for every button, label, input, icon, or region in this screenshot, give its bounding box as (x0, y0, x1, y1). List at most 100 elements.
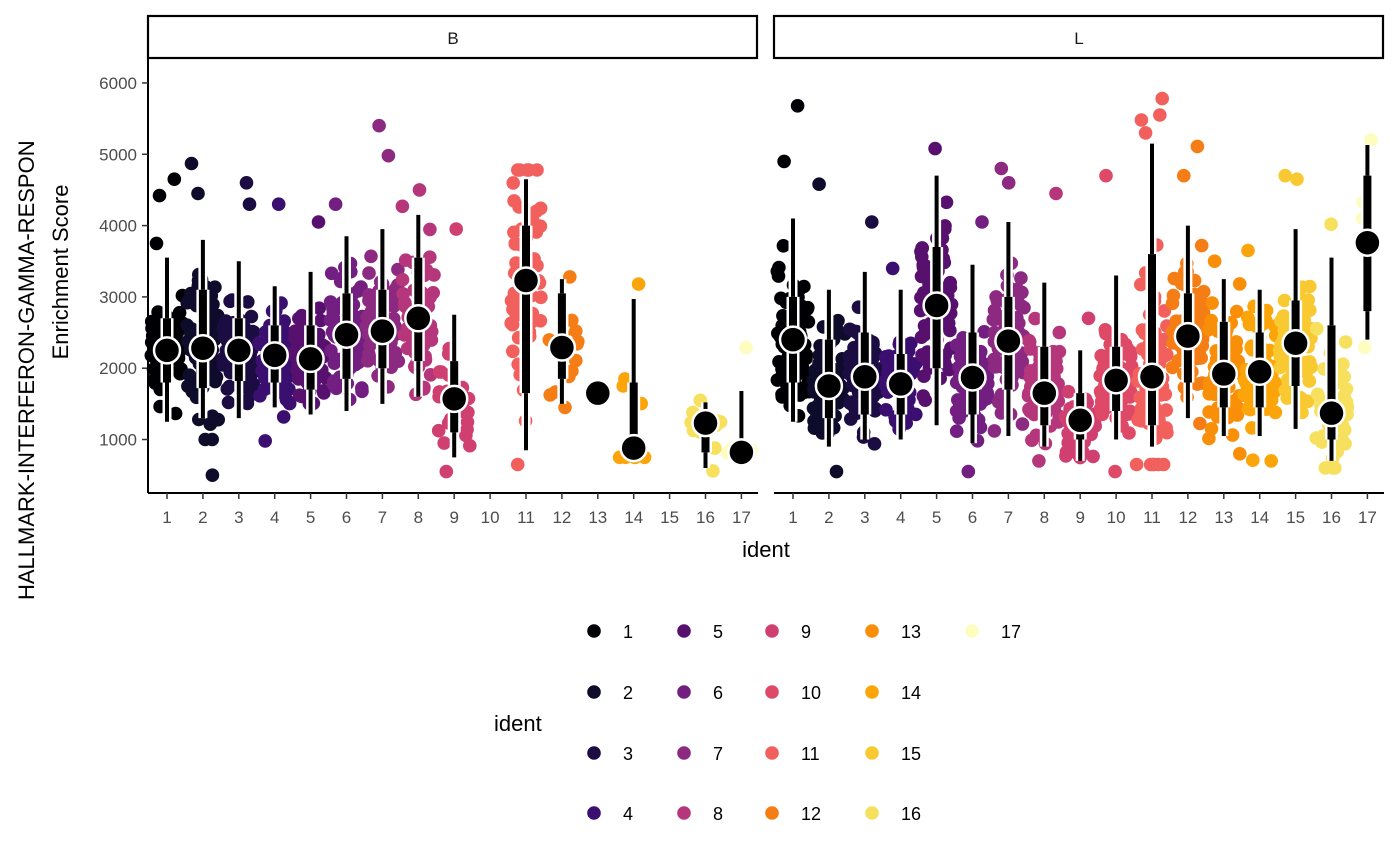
data-point (1029, 428, 1044, 443)
median-point (994, 326, 1023, 356)
median-point (922, 291, 951, 320)
data-point (326, 377, 341, 391)
legend-key (865, 806, 879, 820)
data-point (1129, 457, 1144, 472)
legend-entry-17: 17 (965, 622, 1021, 642)
data-point (208, 374, 222, 389)
median-point (296, 344, 325, 374)
data-point (522, 163, 536, 177)
median-point (850, 362, 880, 392)
median-point (224, 336, 254, 365)
data-point (914, 269, 929, 284)
data-point (1303, 303, 1317, 318)
data-point (1159, 403, 1173, 417)
data-point (364, 249, 378, 264)
data-point (1301, 293, 1315, 307)
legend-label: 17 (1001, 622, 1021, 642)
legend-label: 15 (901, 744, 921, 764)
y-tick-label: 2000 (99, 359, 137, 378)
data-point (1015, 417, 1030, 431)
facet-strip (772, 14, 1385, 60)
data-point (777, 154, 791, 169)
x-tick-label: 2 (824, 508, 833, 527)
median-point (1173, 321, 1203, 351)
data-point (1023, 364, 1038, 378)
data-point (328, 197, 343, 211)
data-point (1086, 449, 1100, 464)
facet-L: L1 2 3 4 5 6 7 8 9 10 11 12 13 14 15 16 17 (770, 14, 1385, 527)
median-point (404, 304, 433, 333)
x-tick-label: 14 (624, 508, 643, 527)
data-point (1274, 314, 1288, 328)
x-tick-label: 6 (342, 508, 351, 527)
y-tick-label: 1000 (99, 431, 137, 450)
data-point (938, 219, 952, 233)
data-point (324, 266, 339, 281)
x-tick-label: 17 (1358, 508, 1377, 527)
data-point (842, 349, 857, 363)
legend-label: 2 (623, 683, 633, 703)
data-point (1310, 387, 1325, 402)
x-tick-label: 12 (552, 508, 571, 527)
legend-entry-15: 15 (865, 744, 921, 764)
legend-key (677, 624, 691, 638)
data-point (797, 279, 811, 294)
data-point (1278, 383, 1293, 398)
data-point (1337, 389, 1351, 403)
data-point (1290, 172, 1304, 186)
data-point (242, 197, 257, 211)
legend-key (677, 806, 691, 820)
data-point (975, 215, 989, 229)
data-point (829, 464, 844, 479)
y-axis-title-line1: HALLMARK-INTERFERON-GAMMA-RESPON (14, 140, 39, 600)
data-point (916, 389, 931, 403)
legend-title: ident (494, 711, 542, 736)
data-point (986, 312, 1001, 327)
data-point (240, 396, 255, 411)
data-point (391, 262, 405, 277)
data-point (1193, 416, 1207, 431)
data-point (915, 348, 929, 362)
data-point (1338, 335, 1353, 349)
x-tick-label: 10 (481, 508, 500, 527)
data-point (977, 325, 991, 339)
x-tick-label: 3 (234, 508, 243, 527)
data-point (1246, 453, 1260, 468)
x-tick-label: 16 (1322, 508, 1341, 527)
median-point (814, 371, 844, 401)
median-point (1101, 366, 1131, 395)
legend-key (587, 746, 601, 760)
data-point (949, 338, 964, 353)
data-point (1207, 254, 1222, 268)
legend-entry-12: 12 (765, 804, 821, 824)
data-point (1273, 360, 1288, 375)
data-point (1094, 348, 1108, 363)
legend-key (587, 806, 601, 820)
data-point (221, 395, 236, 410)
data-point (326, 305, 341, 319)
data-point (1326, 461, 1340, 475)
y-tick-label: 5000 (99, 145, 137, 164)
x-tick-label: 14 (1250, 508, 1269, 527)
data-point (1133, 408, 1148, 422)
legend-key (587, 685, 601, 699)
median-point (958, 363, 987, 392)
data-point (1171, 272, 1186, 287)
legend-key (765, 685, 779, 699)
summary-layer (152, 179, 756, 469)
data-point (1240, 386, 1255, 400)
data-point (1061, 384, 1076, 399)
median-point (727, 438, 756, 467)
data-point (990, 294, 1005, 308)
facet-strip-label: B (447, 29, 458, 48)
data-point (449, 222, 464, 236)
data-point (928, 141, 942, 156)
data-point (1099, 168, 1113, 183)
data-point (943, 323, 957, 338)
data-point (172, 305, 187, 320)
facet-strip-label: L (1074, 29, 1083, 48)
legend-entry-10: 10 (765, 683, 821, 703)
